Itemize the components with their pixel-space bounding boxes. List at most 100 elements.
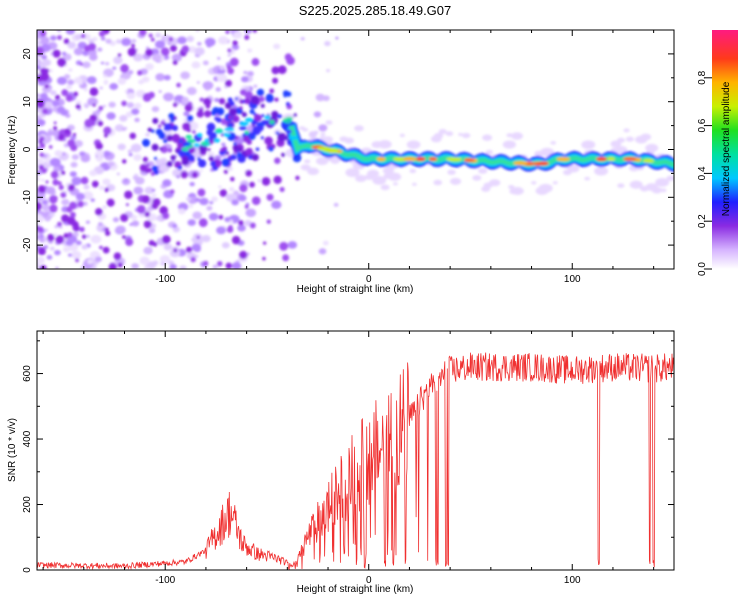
noise-blob	[55, 266, 59, 269]
noise-blob	[313, 111, 322, 118]
signal-blob	[56, 221, 62, 227]
noise-blob	[191, 243, 202, 252]
noise-blob	[241, 76, 249, 83]
faint-blob	[399, 133, 405, 138]
noise-blob	[124, 90, 128, 93]
signal-blob	[176, 241, 181, 246]
early-ridge-blob	[197, 133, 203, 138]
signal-blob	[160, 145, 168, 154]
signal-blob	[217, 260, 223, 267]
noise-blob	[112, 217, 120, 223]
noise-blob	[87, 265, 93, 269]
signal-blob	[99, 245, 103, 250]
transition-blob	[247, 131, 256, 141]
x-tick-label: 0	[366, 575, 372, 586]
ridge-hotspot	[376, 157, 386, 162]
x-tick-label: -100	[155, 274, 175, 285]
noise-blob	[49, 157, 61, 167]
signal-blob	[258, 96, 265, 103]
noise-blob	[196, 81, 201, 84]
faint-blob	[387, 172, 402, 181]
signal-blob	[261, 177, 271, 186]
colorbar-tick-label: 0.8	[697, 70, 708, 84]
faint-blob	[617, 137, 626, 143]
noise-blob	[247, 48, 253, 53]
signal-blob	[143, 220, 152, 229]
figure-title: S225.2025.285.18.49.G07	[299, 3, 452, 18]
signal-blob	[58, 184, 64, 191]
snr-frame	[36, 330, 675, 571]
y-tick-label: 10	[22, 96, 33, 108]
noise-blob	[48, 128, 53, 132]
noise-blob	[125, 111, 133, 118]
signal-blob	[162, 212, 170, 220]
transition-blob	[283, 93, 287, 98]
faint-blob	[449, 177, 462, 185]
noise-blob	[87, 97, 98, 106]
signal-blob	[173, 248, 178, 253]
signal-blob	[167, 148, 173, 153]
signal-blob	[244, 34, 250, 40]
transition-blob	[228, 107, 237, 116]
signal-blob	[120, 213, 129, 222]
noise-blob	[89, 169, 97, 177]
faint-blob	[502, 140, 516, 149]
transition-blob	[255, 147, 260, 152]
noise-blob	[131, 263, 139, 269]
signal-blob	[67, 184, 75, 192]
signal-blob	[60, 170, 66, 175]
noise-blob	[169, 248, 181, 258]
noise-blob	[60, 110, 68, 116]
signal-blob	[66, 206, 73, 213]
transition-blob	[250, 132, 254, 136]
signal-blob	[117, 53, 122, 57]
signal-blob	[117, 262, 123, 268]
signal-blob	[187, 101, 192, 106]
noise-blob	[322, 240, 329, 246]
faint-blob	[330, 158, 340, 164]
faint-blob	[531, 181, 537, 185]
noise-blob	[37, 214, 44, 224]
noise-blob	[92, 111, 97, 115]
transition-blob	[241, 112, 247, 118]
transition-blob	[206, 122, 216, 132]
faint-blob	[344, 137, 355, 144]
signal-blob	[148, 33, 153, 38]
transition-blob	[151, 165, 159, 172]
noise-blob	[51, 213, 55, 217]
noise-blob	[37, 256, 45, 265]
transition-blob	[186, 115, 194, 122]
noise-blob	[219, 65, 226, 71]
faint-blob	[635, 135, 648, 144]
signal-blob	[44, 84, 49, 89]
signal-blob	[48, 195, 58, 204]
noise-blob	[186, 35, 195, 42]
signal-blob	[181, 45, 190, 54]
early-ridge-blob	[268, 120, 275, 125]
noise-blob	[244, 30, 253, 34]
signal-blob	[230, 176, 235, 182]
signal-blob	[131, 43, 135, 48]
faint-blob	[552, 181, 558, 185]
faint-blob	[481, 186, 491, 192]
transition-blob	[187, 154, 195, 162]
noise-blob	[106, 112, 116, 120]
noise-blob	[75, 100, 82, 105]
noise-blob	[103, 79, 109, 84]
early-ridge-blob	[204, 138, 210, 143]
signal-blob	[95, 142, 103, 151]
noise-blob	[151, 188, 156, 192]
noise-blob	[41, 85, 52, 94]
signal-blob	[39, 142, 46, 149]
ridge-hotspot	[607, 157, 615, 162]
noise-blob	[67, 41, 77, 49]
transition-blob	[142, 138, 150, 147]
transition-blob	[171, 133, 181, 143]
noise-blob	[191, 61, 201, 69]
noise-blob	[56, 76, 67, 85]
faint-blob	[581, 140, 596, 150]
faint-blob	[584, 176, 591, 181]
noise-blob	[308, 131, 318, 138]
noise-blob	[86, 76, 97, 84]
noise-blob	[138, 79, 144, 85]
